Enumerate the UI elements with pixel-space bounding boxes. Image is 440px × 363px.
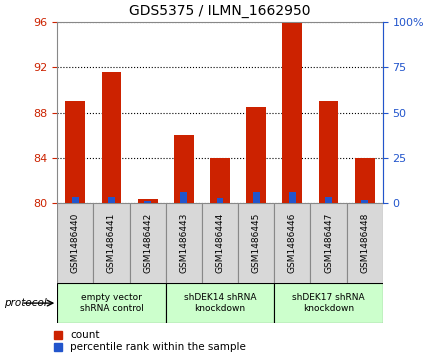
Bar xyxy=(216,197,224,203)
Bar xyxy=(246,107,266,203)
Text: GSM1486443: GSM1486443 xyxy=(180,213,188,273)
Bar xyxy=(347,203,383,283)
Text: shDEK17 shRNA
knockdown: shDEK17 shRNA knockdown xyxy=(292,293,365,313)
Bar xyxy=(166,203,202,283)
Text: GSM1486444: GSM1486444 xyxy=(216,213,224,273)
Bar xyxy=(274,283,383,323)
Bar xyxy=(66,101,85,203)
Bar xyxy=(57,203,93,283)
Text: GSM1486447: GSM1486447 xyxy=(324,213,333,273)
Bar xyxy=(319,101,338,203)
Bar xyxy=(72,197,79,203)
Bar xyxy=(311,203,347,283)
Bar xyxy=(253,192,260,203)
Bar xyxy=(180,192,187,203)
Bar xyxy=(361,200,368,203)
Legend: count, percentile rank within the sample: count, percentile rank within the sample xyxy=(54,330,246,352)
Bar xyxy=(57,283,166,323)
Bar xyxy=(108,197,115,203)
Bar xyxy=(355,158,375,203)
Bar xyxy=(174,135,194,203)
Text: GSM1486448: GSM1486448 xyxy=(360,213,369,273)
Bar xyxy=(144,201,151,203)
Text: GSM1486440: GSM1486440 xyxy=(71,213,80,273)
Bar xyxy=(166,283,274,323)
Bar xyxy=(202,203,238,283)
Bar xyxy=(210,158,230,203)
Text: shDEK14 shRNA
knockdown: shDEK14 shRNA knockdown xyxy=(184,293,256,313)
Bar xyxy=(325,197,332,203)
Title: GDS5375 / ILMN_1662950: GDS5375 / ILMN_1662950 xyxy=(129,4,311,18)
Bar xyxy=(93,203,129,283)
Text: GSM1486441: GSM1486441 xyxy=(107,213,116,273)
Bar xyxy=(238,203,274,283)
Text: GSM1486446: GSM1486446 xyxy=(288,213,297,273)
Bar xyxy=(129,203,166,283)
Bar xyxy=(282,23,302,203)
Text: GSM1486445: GSM1486445 xyxy=(252,213,260,273)
Text: GSM1486442: GSM1486442 xyxy=(143,213,152,273)
Text: empty vector
shRNA control: empty vector shRNA control xyxy=(80,293,143,313)
Bar xyxy=(102,72,121,203)
Bar xyxy=(274,203,311,283)
Bar xyxy=(289,192,296,203)
Bar xyxy=(138,199,158,203)
Text: protocol: protocol xyxy=(4,298,47,308)
